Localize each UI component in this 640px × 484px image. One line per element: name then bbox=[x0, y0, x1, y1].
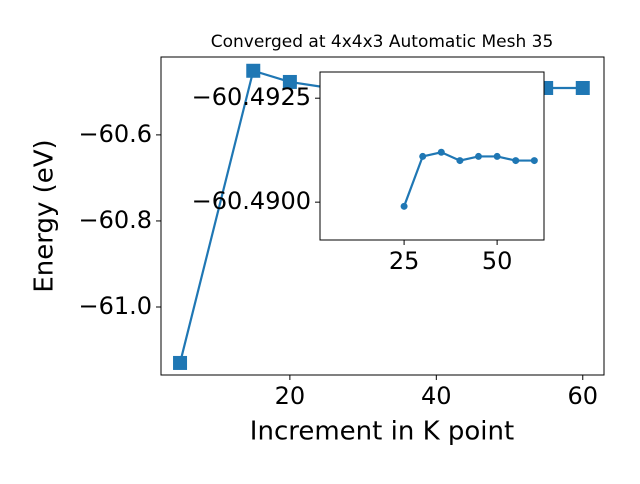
x-tick-label: 60 bbox=[567, 382, 598, 410]
marker bbox=[419, 152, 427, 160]
x-tick-label: 25 bbox=[389, 247, 420, 275]
marker bbox=[475, 152, 483, 160]
axes-frame bbox=[319, 71, 545, 241]
y-tick-label: −61.0 bbox=[78, 292, 152, 320]
marker bbox=[456, 157, 464, 165]
marker bbox=[282, 74, 297, 89]
x-tick-label: 50 bbox=[482, 247, 513, 275]
y-tick-label: −60.4900 bbox=[192, 187, 311, 215]
marker bbox=[575, 80, 590, 95]
marker bbox=[530, 157, 538, 165]
plot-area bbox=[320, 72, 544, 240]
marker bbox=[400, 202, 408, 210]
chart-title: Converged at 4x4x3 Automatic Mesh 35 bbox=[211, 32, 554, 52]
x-tick-label: 20 bbox=[275, 382, 306, 410]
marker bbox=[493, 152, 501, 160]
plot-group bbox=[400, 148, 538, 210]
y-tick-label: −60.4925 bbox=[192, 83, 311, 111]
x-tick-label: 40 bbox=[421, 382, 452, 410]
axes-frame bbox=[160, 56, 605, 376]
marker bbox=[437, 148, 445, 156]
x-axis-label: Increment in K point bbox=[250, 417, 514, 447]
marker bbox=[246, 63, 261, 78]
marker bbox=[173, 355, 188, 370]
y-tick-label: −60.6 bbox=[78, 120, 152, 148]
y-tick-label: −60.8 bbox=[78, 206, 152, 234]
marker bbox=[512, 157, 520, 165]
y-axis-label: Energy (eV) bbox=[30, 139, 60, 292]
